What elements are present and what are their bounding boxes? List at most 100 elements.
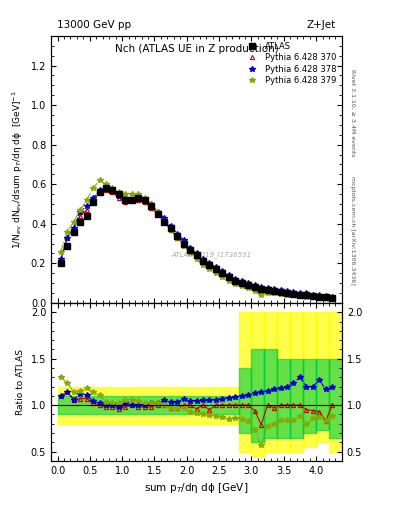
ATLAS: [207, 262, 212, 268]
Pythia 6.428 379: [291, 292, 296, 298]
ATLAS: [200, 259, 205, 265]
ATLAS: [136, 195, 141, 201]
Pythia 6.428 370: [310, 293, 315, 300]
Pythia 6.428 378: [207, 260, 212, 266]
Pythia 6.428 370: [200, 259, 205, 265]
Pythia 6.428 378: [136, 195, 141, 201]
Pythia 6.428 379: [65, 229, 70, 235]
Pythia 6.428 379: [104, 181, 108, 187]
ATLAS: [188, 246, 193, 252]
Pythia 6.428 370: [78, 213, 83, 219]
Pythia 6.428 379: [330, 295, 334, 302]
Pythia 6.428 379: [168, 227, 173, 233]
Pythia 6.428 378: [278, 287, 283, 293]
Text: Rivet 3.1.10, ≥ 3.4M events: Rivet 3.1.10, ≥ 3.4M events: [350, 69, 355, 157]
Pythia 6.428 378: [168, 223, 173, 229]
Pythia 6.428 378: [123, 195, 128, 201]
ATLAS: [259, 286, 263, 292]
Pythia 6.428 370: [155, 211, 160, 217]
Pythia 6.428 379: [123, 191, 128, 197]
Pythia 6.428 378: [142, 197, 147, 203]
Pythia 6.428 378: [252, 282, 257, 288]
Pythia 6.428 370: [181, 241, 186, 247]
Pythia 6.428 370: [265, 287, 270, 293]
Pythia 6.428 379: [213, 270, 218, 276]
ATLAS: [84, 213, 89, 219]
Pythia 6.428 370: [123, 199, 128, 205]
ATLAS: [155, 211, 160, 217]
Y-axis label: 1/N$_{ev}$ dN$_{ev}$/dsum p$_T$/dη dϕ  [GeV]$^{-1}$: 1/N$_{ev}$ dN$_{ev}$/dsum p$_T$/dη dϕ [G…: [11, 90, 25, 249]
Pythia 6.428 379: [188, 250, 193, 257]
Pythia 6.428 379: [252, 288, 257, 294]
Pythia 6.428 378: [110, 187, 115, 193]
ATLAS: [104, 185, 108, 191]
Pythia 6.428 370: [272, 288, 276, 294]
Pythia 6.428 378: [59, 257, 63, 263]
Pythia 6.428 379: [285, 291, 289, 297]
ATLAS: [298, 292, 302, 298]
Pythia 6.428 378: [200, 257, 205, 263]
Pythia 6.428 379: [317, 295, 321, 301]
ATLAS: [123, 197, 128, 203]
Pythia 6.428 378: [162, 215, 167, 221]
Pythia 6.428 379: [265, 290, 270, 296]
Pythia 6.428 378: [285, 288, 289, 294]
ATLAS: [226, 274, 231, 280]
Pythia 6.428 379: [97, 177, 102, 183]
Pythia 6.428 378: [239, 278, 244, 284]
ATLAS: [285, 290, 289, 296]
ATLAS: [233, 278, 238, 284]
Pythia 6.428 370: [84, 207, 89, 213]
Pythia 6.428 378: [65, 234, 70, 241]
ATLAS: [272, 288, 276, 294]
Pythia 6.428 370: [285, 290, 289, 296]
Pythia 6.428 379: [246, 285, 251, 291]
Pythia 6.428 379: [155, 209, 160, 215]
Text: mcplots.cern.ch [arXiv:1306.3436]: mcplots.cern.ch [arXiv:1306.3436]: [350, 176, 355, 285]
Pythia 6.428 379: [91, 185, 95, 191]
Pythia 6.428 378: [220, 268, 225, 274]
ATLAS: [168, 225, 173, 231]
Pythia 6.428 378: [175, 230, 180, 237]
Pythia 6.428 370: [323, 295, 328, 301]
ATLAS: [142, 197, 147, 203]
ATLAS: [252, 284, 257, 290]
Pythia 6.428 379: [194, 257, 199, 263]
Pythia 6.428 370: [207, 264, 212, 270]
Pythia 6.428 378: [97, 187, 102, 193]
Pythia 6.428 379: [72, 219, 76, 225]
Line: Pythia 6.428 379: Pythia 6.428 379: [58, 178, 335, 302]
ATLAS: [175, 232, 180, 239]
Pythia 6.428 379: [175, 234, 180, 241]
ATLAS: [72, 229, 76, 235]
ATLAS: [59, 260, 63, 266]
Pythia 6.428 370: [149, 205, 154, 211]
X-axis label: sum p$_T$/dη dϕ [GeV]: sum p$_T$/dη dϕ [GeV]: [144, 481, 249, 495]
Pythia 6.428 370: [117, 195, 121, 201]
Pythia 6.428 379: [59, 248, 63, 254]
Pythia 6.428 370: [188, 246, 193, 252]
Pythia 6.428 379: [181, 243, 186, 249]
Pythia 6.428 370: [298, 292, 302, 298]
Pythia 6.428 379: [78, 207, 83, 213]
Pythia 6.428 379: [207, 266, 212, 272]
ATLAS: [213, 266, 218, 272]
Pythia 6.428 370: [317, 294, 321, 301]
ATLAS: [330, 295, 334, 301]
Pythia 6.428 379: [226, 278, 231, 284]
Pythia 6.428 378: [317, 292, 321, 298]
Pythia 6.428 378: [259, 284, 263, 290]
Pythia 6.428 370: [291, 291, 296, 297]
Pythia 6.428 379: [117, 189, 121, 195]
Pythia 6.428 379: [130, 191, 134, 197]
Pythia 6.428 378: [117, 193, 121, 199]
Pythia 6.428 379: [200, 262, 205, 268]
Pythia 6.428 378: [194, 250, 199, 257]
Pythia 6.428 370: [130, 197, 134, 203]
Pythia 6.428 379: [110, 185, 115, 191]
Pythia 6.428 370: [233, 278, 238, 284]
ATLAS: [91, 199, 95, 205]
Pythia 6.428 370: [65, 234, 70, 241]
Pythia 6.428 379: [136, 191, 141, 197]
ATLAS: [97, 189, 102, 195]
